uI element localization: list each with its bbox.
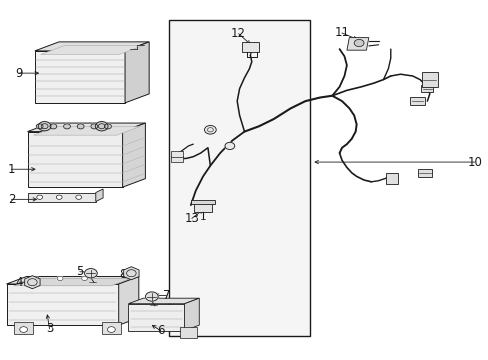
Polygon shape (190, 200, 215, 204)
Polygon shape (27, 132, 122, 187)
Circle shape (91, 124, 98, 129)
Polygon shape (242, 42, 259, 52)
Text: 11: 11 (334, 27, 349, 40)
Circle shape (95, 122, 108, 131)
Circle shape (145, 292, 158, 301)
Circle shape (36, 124, 43, 129)
Polygon shape (96, 189, 103, 202)
Polygon shape (184, 298, 199, 330)
Polygon shape (409, 97, 424, 105)
Polygon shape (33, 127, 139, 135)
Polygon shape (171, 150, 183, 157)
Polygon shape (125, 42, 149, 103)
Circle shape (204, 126, 216, 134)
Polygon shape (35, 42, 149, 51)
Text: 10: 10 (466, 156, 481, 168)
Polygon shape (417, 169, 431, 177)
Polygon shape (123, 267, 139, 280)
Polygon shape (35, 51, 125, 103)
Text: 13: 13 (184, 212, 199, 225)
Polygon shape (14, 322, 33, 334)
Circle shape (37, 195, 42, 199)
Polygon shape (14, 278, 131, 286)
Polygon shape (119, 276, 139, 325)
Polygon shape (27, 123, 145, 132)
Circle shape (57, 276, 63, 280)
Polygon shape (122, 123, 145, 187)
Circle shape (38, 122, 51, 131)
Text: 4: 4 (16, 276, 23, 289)
Polygon shape (27, 193, 96, 202)
Circle shape (50, 124, 57, 129)
Circle shape (81, 276, 87, 280)
Circle shape (353, 40, 363, 46)
Polygon shape (6, 276, 139, 284)
Text: 8: 8 (119, 268, 126, 281)
Text: 12: 12 (231, 27, 245, 40)
Bar (168, 21, 310, 336)
Polygon shape (25, 276, 40, 289)
Polygon shape (102, 322, 121, 334)
Polygon shape (41, 45, 143, 54)
Polygon shape (194, 202, 211, 212)
Polygon shape (385, 173, 397, 184)
Polygon shape (421, 72, 437, 87)
Text: 3: 3 (46, 322, 53, 335)
Polygon shape (420, 85, 432, 92)
Circle shape (104, 124, 111, 129)
Polygon shape (346, 38, 368, 50)
Circle shape (77, 124, 84, 129)
Text: 7: 7 (163, 289, 170, 302)
Text: 6: 6 (157, 324, 164, 337)
Circle shape (20, 327, 27, 332)
Polygon shape (179, 327, 196, 338)
Circle shape (56, 195, 62, 199)
Polygon shape (6, 284, 119, 325)
Circle shape (107, 327, 115, 332)
Circle shape (84, 269, 97, 278)
Circle shape (224, 142, 234, 149)
Text: 9: 9 (16, 67, 23, 80)
Text: 5: 5 (76, 265, 83, 278)
Polygon shape (128, 298, 199, 304)
Circle shape (33, 276, 39, 280)
Circle shape (76, 195, 81, 199)
Text: 2: 2 (8, 193, 15, 206)
Polygon shape (171, 156, 183, 162)
Polygon shape (128, 304, 184, 330)
Circle shape (63, 124, 70, 129)
Text: 1: 1 (8, 163, 15, 176)
